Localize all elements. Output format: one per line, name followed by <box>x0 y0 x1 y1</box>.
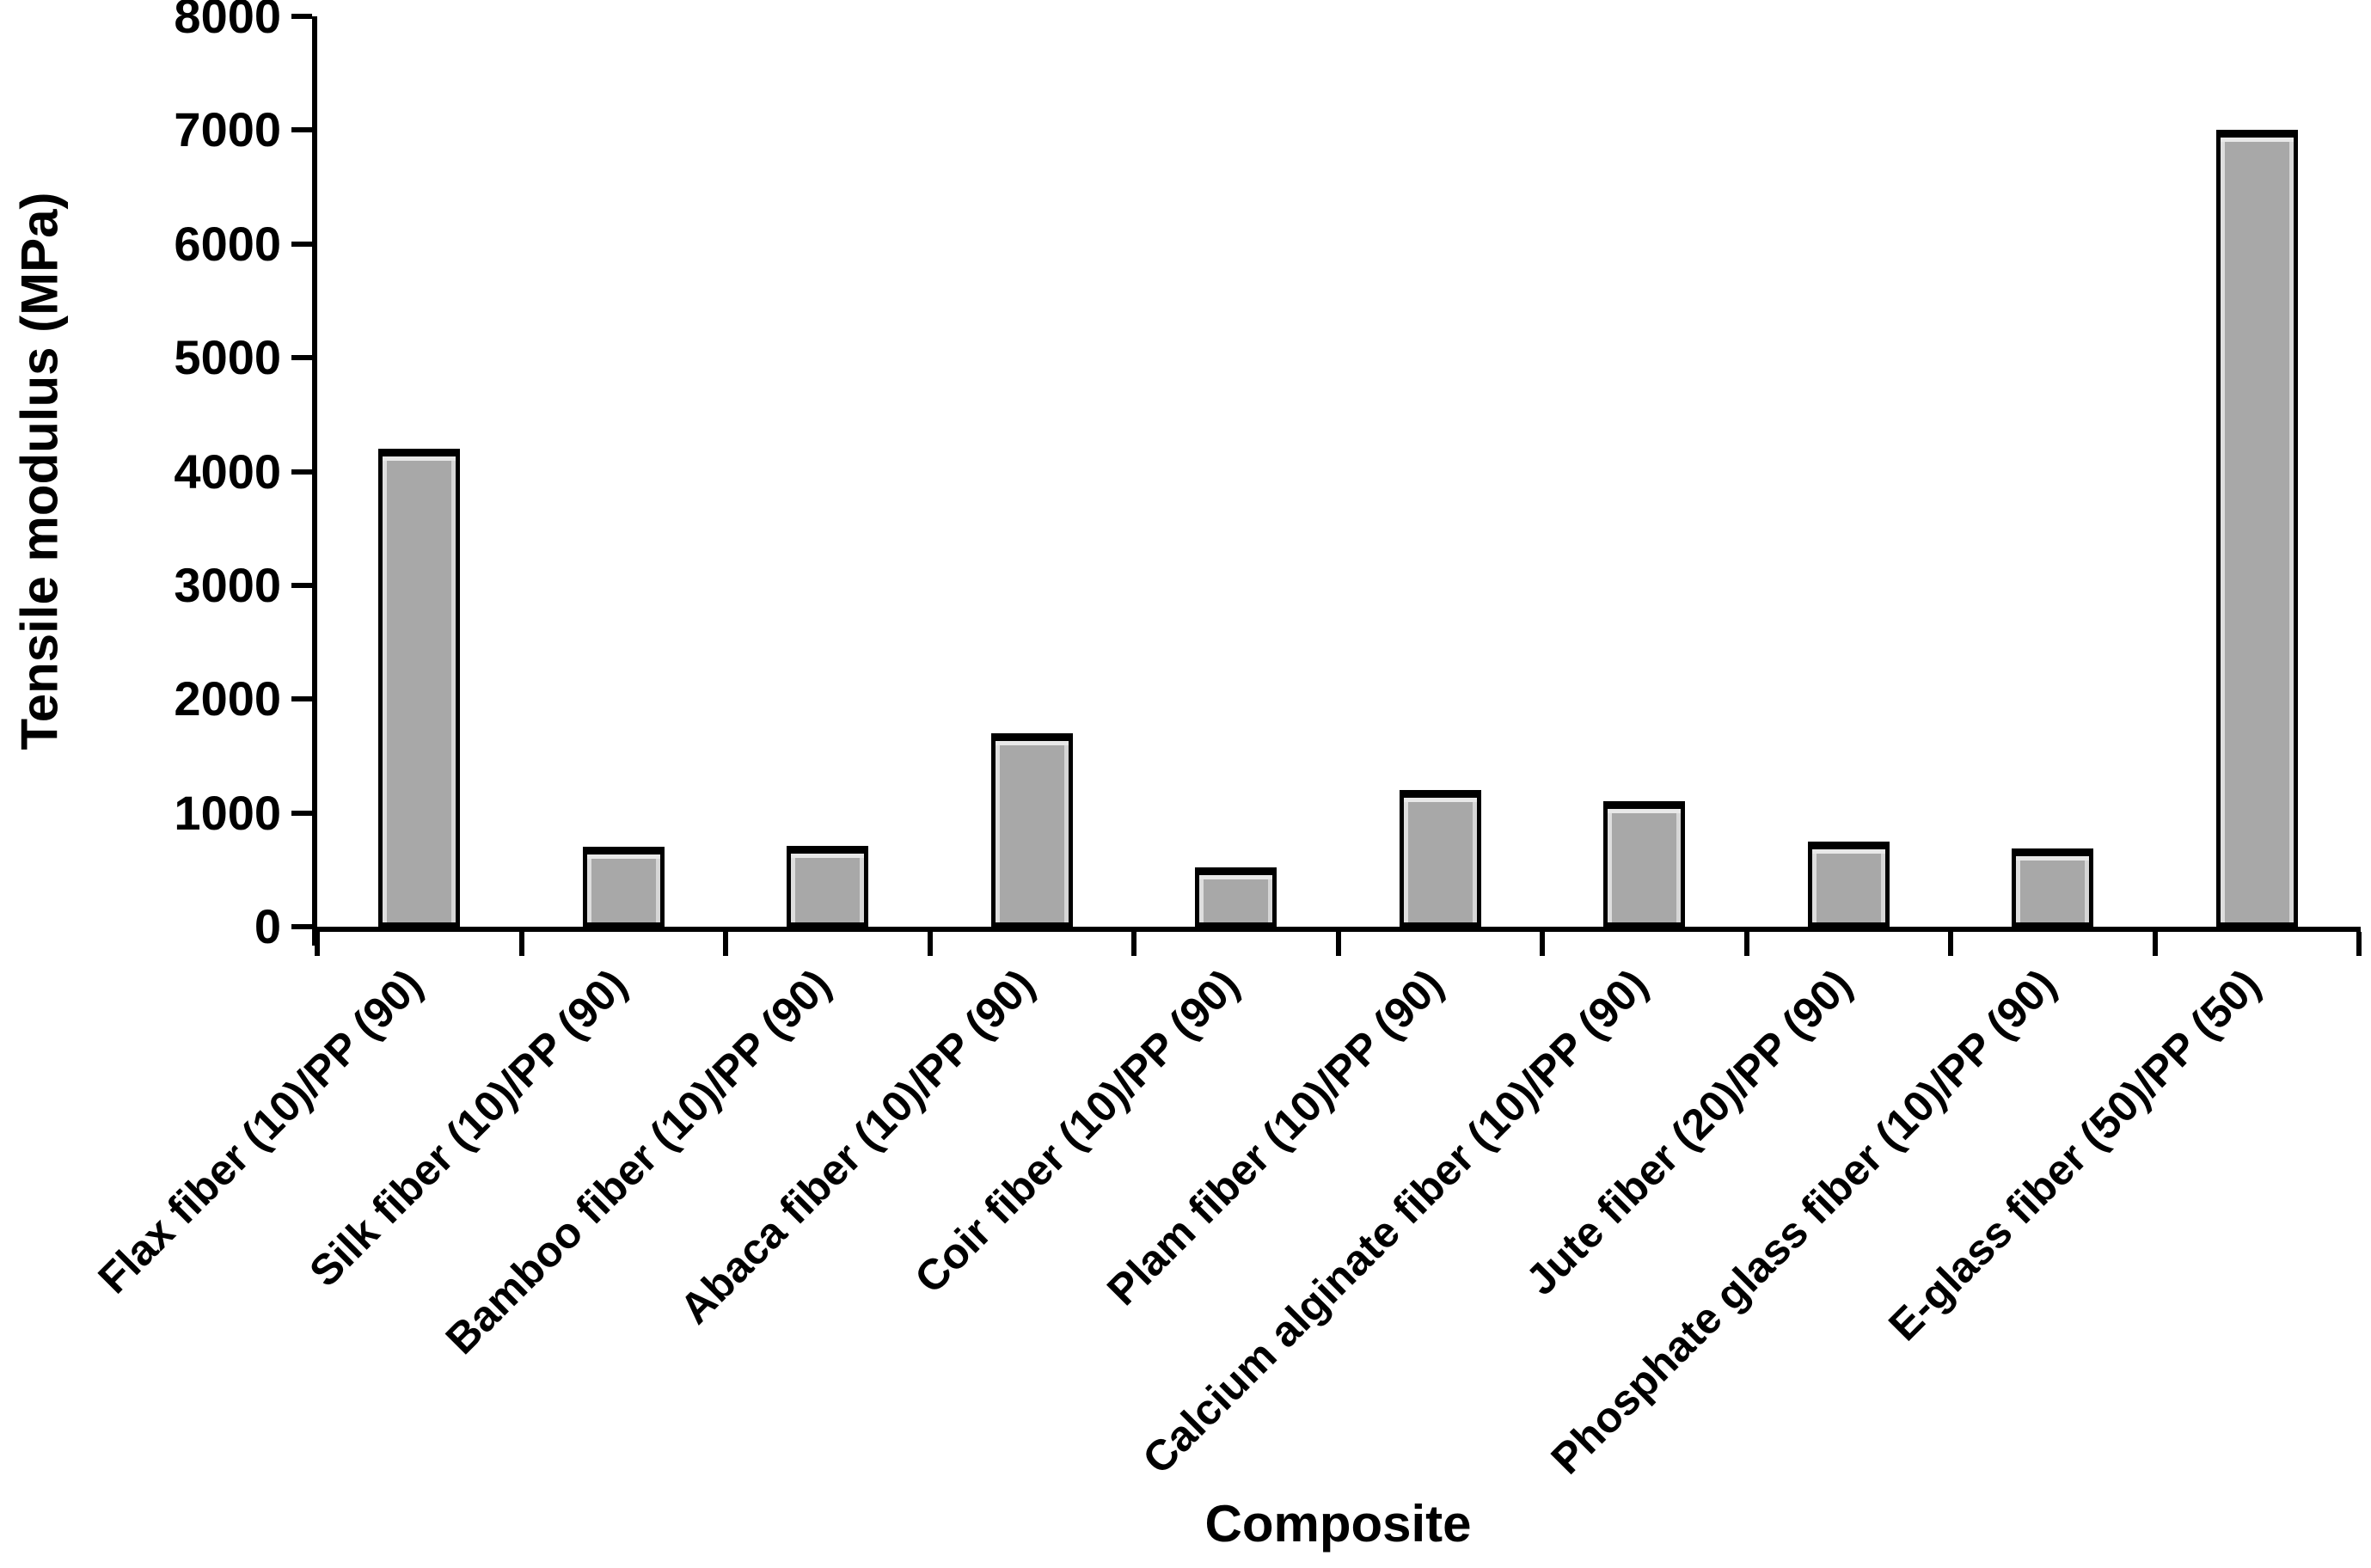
bar <box>1195 867 1277 927</box>
bar <box>583 847 665 927</box>
x-axis-tick <box>1743 932 1749 956</box>
y-tick-label: 1000 <box>174 785 281 840</box>
x-axis-tick <box>2356 932 2362 956</box>
y-axis-line <box>312 16 317 946</box>
bar <box>2216 130 2298 927</box>
y-tick-label: 6000 <box>174 216 281 271</box>
x-axis-tick <box>1335 932 1341 956</box>
category-label-text: Bamboo fiber (10)/PP (90) <box>437 959 841 1363</box>
bar <box>378 449 460 927</box>
bar <box>1603 801 1685 927</box>
bar <box>1400 790 1481 927</box>
x-axis-tick <box>927 932 933 956</box>
y-axis-tick <box>291 127 312 133</box>
y-tick-label: 5000 <box>174 330 281 385</box>
x-axis-tick <box>723 932 728 956</box>
y-axis-tick <box>291 810 312 816</box>
bar <box>787 846 868 927</box>
category-label-text: Abaca fiber (10)/PP (90) <box>671 959 1045 1333</box>
y-axis-tick <box>291 582 312 588</box>
y-tick-label: 2000 <box>174 671 281 726</box>
y-axis-tick <box>291 241 312 247</box>
bar <box>1808 842 1890 927</box>
x-axis-tick <box>2152 932 2158 956</box>
category-label-text: Flax fiber (10)/PP (90) <box>89 959 432 1303</box>
y-axis-tick <box>291 696 312 702</box>
category-label-text: Plam fiber (10)/PP (90) <box>1098 959 1453 1314</box>
y-tick-label: 8000 <box>174 0 281 43</box>
bar <box>991 733 1073 927</box>
y-axis-tick <box>291 355 312 361</box>
category-label-text: E-glass fiber (50)/PP (50) <box>1878 959 2270 1351</box>
bar <box>2012 848 2093 927</box>
x-axis-tick <box>1540 932 1545 956</box>
y-tick-label: 4000 <box>174 444 281 499</box>
x-axis-tick <box>518 932 524 956</box>
x-axis-tick <box>1948 932 1953 956</box>
y-tick-label: 7000 <box>174 102 281 157</box>
x-axis-tick <box>315 932 320 956</box>
x-axis-line <box>312 927 2361 932</box>
x-axis-tick <box>1131 932 1136 956</box>
y-axis-tick <box>291 14 312 19</box>
category-label-text: Jute fiber (20)/PP (90) <box>1516 959 1861 1305</box>
y-axis-tick <box>291 924 312 929</box>
y-axis-tick <box>291 469 312 475</box>
y-tick-label: 3000 <box>174 557 281 612</box>
x-axis-title: Composite <box>1204 1495 1472 1553</box>
y-tick-label: 0 <box>254 899 281 953</box>
